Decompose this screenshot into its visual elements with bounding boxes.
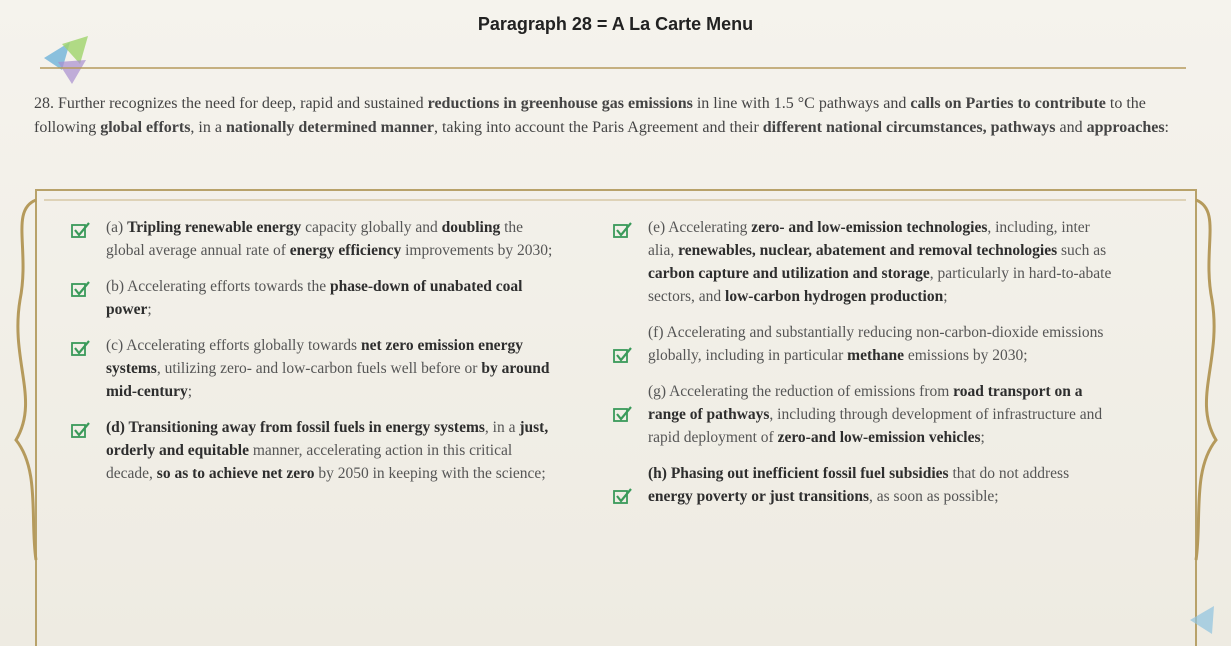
ornament-right <box>1196 200 1216 560</box>
text-run: carbon capture and utilization and stora… <box>648 265 930 282</box>
text-run: , utilizing zero- and low-carbon fuels w… <box>157 360 482 377</box>
checkbox <box>70 279 92 299</box>
right-column: (e) Accelerating zero- and low-emission … <box>612 216 1112 521</box>
list-item: (f) Accelerating and substantially reduc… <box>612 321 1112 367</box>
text-run: ; <box>943 288 947 305</box>
checkbox <box>612 486 634 506</box>
checkbox <box>70 338 92 358</box>
title: Paragraph 28 = A La Carte Menu <box>0 14 1231 35</box>
text-run: improvements by 2030; <box>401 242 552 259</box>
text-run: ; <box>147 301 151 318</box>
list-item: (g) Accelerating the reduction of emissi… <box>612 380 1112 449</box>
text-run: , as soon as possible; <box>869 488 999 505</box>
text-run: global efforts <box>100 119 190 136</box>
checkbox <box>612 220 634 240</box>
checkbox <box>612 404 634 424</box>
text-run: , in a <box>485 419 519 436</box>
text-run: that do not address <box>949 465 1070 482</box>
text-run: , taking into account the Paris Agreemen… <box>434 119 763 136</box>
text-run: such as <box>1057 242 1106 259</box>
text-run: Tripling renewable energy <box>127 219 301 236</box>
list-item: (d) Transitioning away from fossil fuels… <box>70 416 555 485</box>
text-run: energy poverty or just transitions <box>648 488 869 505</box>
text-run: (h) Phasing out inefficient fossil fuel … <box>648 465 949 482</box>
text-run: and <box>1056 119 1087 136</box>
checkbox <box>70 220 92 240</box>
intro-paragraph: 28. Further recognizes the need for deep… <box>34 92 1194 140</box>
text-run: emissions by 2030; <box>904 347 1028 364</box>
text-run: ; <box>188 383 192 400</box>
text-run: in line with 1.5 °C pathways and <box>693 95 910 112</box>
text-run: low-carbon hydrogen production <box>725 288 943 305</box>
text-run: 28. Further recognizes the need for deep… <box>34 95 428 112</box>
text-run: doubling <box>442 219 501 236</box>
text-run: nationally determined manner <box>226 119 434 136</box>
list-item: (h) Phasing out inefficient fossil fuel … <box>612 462 1112 508</box>
corner-logo <box>1190 606 1214 634</box>
text-run: capacity globally and <box>301 219 441 236</box>
text-run: so as to achieve net zero <box>157 465 315 482</box>
text-run: reductions in greenhouse gas emissions <box>428 95 693 112</box>
checkbox <box>70 420 92 440</box>
text-run: zero- and low-emission technologies <box>751 219 987 236</box>
list-item: (a) Tripling renewable energy capacity g… <box>70 216 555 262</box>
text-run: ; <box>981 429 985 446</box>
text-run: (b) Accelerating efforts towards the <box>106 278 330 295</box>
left-column: (a) Tripling renewable energy capacity g… <box>70 216 555 498</box>
text-run: calls on Parties to contribute <box>910 95 1106 112</box>
text-run: (e) Accelerating <box>648 219 751 236</box>
text-run: (d) Transitioning away from fossil fuels… <box>106 419 485 436</box>
slide: Paragraph 28 = A La Carte Menu 28. Furth… <box>0 0 1231 646</box>
text-run: energy efficiency <box>290 242 401 259</box>
text-run: renewables, nuclear, abatement and remov… <box>678 242 1057 259</box>
logo <box>44 36 88 84</box>
text-run: (g) Accelerating the reduction of emissi… <box>648 383 953 400</box>
text-run: (c) Accelerating efforts globally toward… <box>106 337 361 354</box>
text-run: (a) <box>106 219 127 236</box>
ornament-left <box>16 200 36 560</box>
text-run: different national circumstances, pathwa… <box>763 119 1056 136</box>
checkbox <box>612 345 634 365</box>
text-run: : <box>1165 119 1169 136</box>
text-run: methane <box>847 347 904 364</box>
list-item: (e) Accelerating zero- and low-emission … <box>612 216 1112 308</box>
text-run: by 2050 in keeping with the science; <box>314 465 545 482</box>
text-run: approaches <box>1087 119 1165 136</box>
list-item: (c) Accelerating efforts globally toward… <box>70 334 555 403</box>
text-run: , in a <box>190 119 226 136</box>
list-item: (b) Accelerating efforts towards the pha… <box>70 275 555 321</box>
text-run: zero-and low-emission vehicles <box>778 429 981 446</box>
